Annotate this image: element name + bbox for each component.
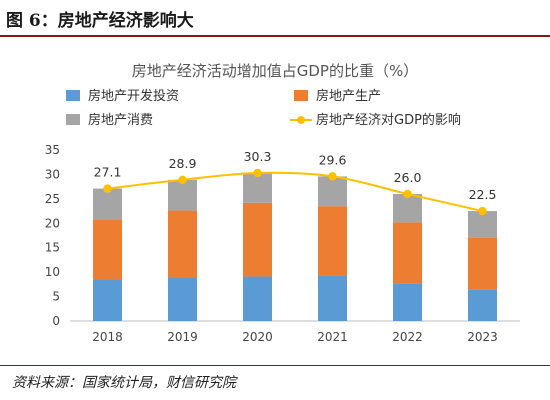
chart-title: 房地产经济活动增加值占GDP的比重（%） [132, 62, 418, 80]
legend-label: 房地产生产 [316, 88, 381, 104]
x-tick-label: 2023 [467, 330, 498, 344]
footer-rule [0, 365, 550, 366]
data-label: 26.0 [394, 170, 422, 185]
y-tick-label: 10 [45, 265, 60, 279]
data-label: 27.1 [94, 165, 122, 180]
bar-segment [93, 279, 122, 321]
x-tick-label: 2018 [92, 330, 123, 344]
bar-segment [393, 193, 422, 223]
figure-title: 图 6：房地产经济影响大 [6, 11, 194, 31]
data-label: 28.9 [169, 156, 197, 171]
x-tick-label: 2019 [167, 330, 198, 344]
bar-segment [393, 283, 422, 321]
legend-item: 房地产生产 [294, 88, 381, 104]
line-point [478, 206, 487, 216]
bar-segment [168, 278, 197, 321]
line-point [403, 189, 412, 199]
y-tick-label: 20 [45, 216, 60, 230]
bar-segment [318, 275, 347, 321]
x-tick-label: 2022 [392, 330, 423, 344]
x-tick-label: 2021 [317, 330, 348, 344]
legend-item: 房地产消费 [66, 112, 153, 128]
line-series-path [107, 171, 483, 213]
data-label: 29.6 [319, 152, 347, 167]
x-axis: 2018 2019 2020 2021 2022 2023 [92, 330, 498, 344]
legend-label: 房地产开发投资 [88, 88, 179, 104]
data-label: 30.3 [244, 149, 272, 164]
legend-swatch [294, 90, 308, 101]
figure-header: 图 6：房地产经济影响大 [0, 0, 550, 34]
bar-segment [468, 289, 497, 321]
bars [93, 172, 497, 321]
legend-swatch [66, 114, 80, 125]
bar-segment [93, 188, 122, 220]
line-point [178, 175, 187, 185]
legend-marker [297, 116, 305, 124]
legend-item: 房地产开发投资 [66, 88, 179, 104]
y-tick-label: 15 [45, 241, 60, 255]
bar-segment [318, 176, 347, 207]
bar-segment [393, 222, 422, 284]
bar-segment [168, 210, 197, 279]
bar-segment [243, 172, 272, 203]
source-note: 资料来源：国家统计局，财信研究院 [12, 375, 236, 391]
bar-segment [93, 219, 122, 280]
legend-item: 房地产经济对GDP的影响 [290, 112, 461, 128]
line-point [328, 172, 337, 181]
line-point [253, 168, 262, 178]
y-tick-label: 0 [52, 314, 60, 328]
y-tick-label: 5 [52, 290, 60, 304]
legend-label: 房地产经济对GDP的影响 [316, 112, 461, 128]
bar-segment [318, 206, 347, 276]
data-label: 22.5 [469, 187, 497, 202]
bar-segment [468, 237, 497, 290]
legend-label: 房地产消费 [88, 112, 153, 128]
x-tick-label: 2020 [242, 330, 273, 344]
bar-segment [243, 202, 272, 277]
legend-swatch [66, 90, 80, 101]
y-tick-label: 25 [45, 192, 60, 206]
y-tick-label: 35 [45, 143, 60, 157]
bar-segment [468, 211, 497, 238]
y-axis: 0 5 10 15 20 25 30 35 [45, 143, 520, 328]
line-series: 27.1 28.9 30.3 29.6 26.0 22.5 [94, 149, 497, 216]
bar-segment [168, 179, 197, 211]
y-tick-label: 30 [45, 167, 60, 181]
bar-segment [243, 276, 272, 321]
header-rule [0, 35, 550, 37]
line-point [103, 184, 112, 193]
